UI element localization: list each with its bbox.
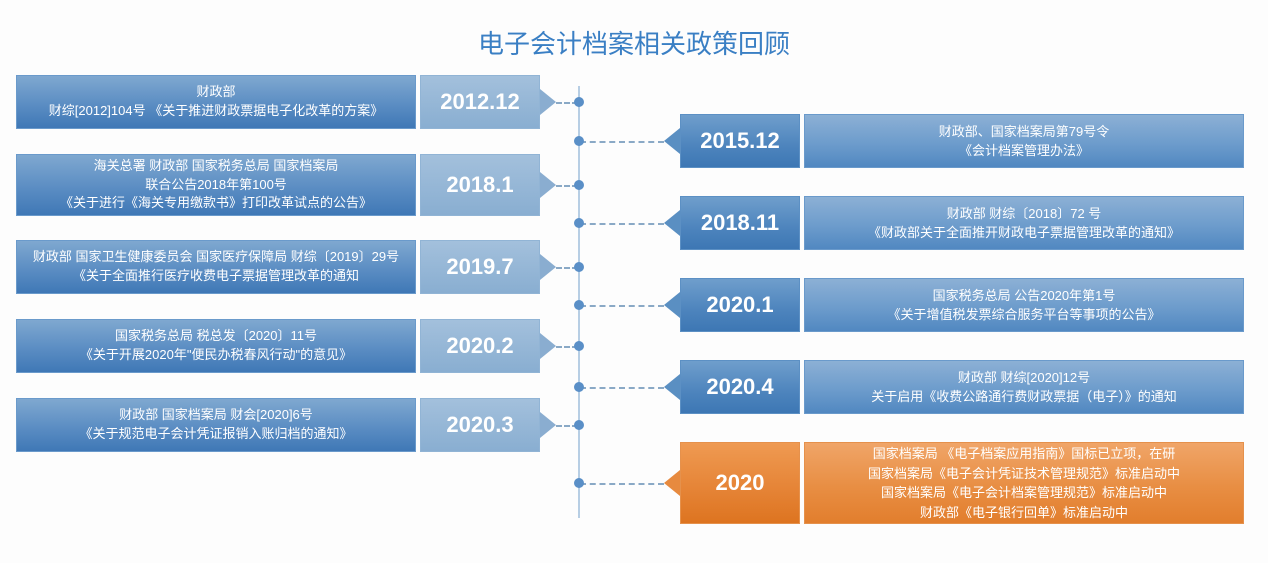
policy-line: 关于启用《收费公路通行费财政票据（电子）》的通知 (871, 387, 1177, 407)
left-pointer-icon (540, 172, 556, 198)
right-date-badge: 2018.11 (680, 196, 800, 250)
policy-line: 国家档案局《电子会计档案管理规范》标准启动中 (881, 483, 1167, 503)
policy-line: 《关于规范电子会计凭证报销入账归档的通知》 (79, 425, 352, 444)
right-pointer-icon (664, 128, 680, 154)
left-policy-card: 财政部财综[2012]104号 《关于推进财政票据电子化改革的方案》 (16, 75, 416, 129)
right-pointer-icon (664, 210, 680, 236)
right-policy-card: 国家税务总局 公告2020年第1号《关于增值税发票综合服务平台等事项的公告》 (804, 278, 1244, 332)
spine-dot (574, 341, 584, 351)
connector-dash (580, 141, 664, 143)
left-policy-text: 财政部财综[2012]104号 《关于推进财政票据电子化改革的方案》 (17, 76, 415, 128)
connector-dash (580, 387, 664, 389)
right-date-badge: 2015.12 (680, 114, 800, 168)
policy-line: 国家档案局 《电子档案应用指南》国标已立项，在研 (873, 444, 1176, 464)
connector-dash (580, 223, 664, 225)
left-pointer-icon (540, 333, 556, 359)
right-policy-text: 财政部、国家档案局第79号令《会计档案管理办法》 (805, 115, 1243, 167)
policy-line: 财政部 财综〔2018〕72 号 (947, 204, 1102, 224)
left-date-badge: 2020.2 (420, 319, 540, 373)
policy-line: 《会计档案管理办法》 (959, 141, 1089, 161)
connector-dash (580, 483, 664, 485)
policy-line: 财政部 国家档案局 财会[2020]6号 (119, 406, 313, 425)
right-policy-card: 财政部、国家档案局第79号令《会计档案管理办法》 (804, 114, 1244, 168)
left-policy-card: 海关总署 财政部 国家税务总局 国家档案局联合公告2018年第100号《关于进行… (16, 154, 416, 216)
spine-dot (574, 382, 584, 392)
policy-line: 《关于全面推行医疗收费电子票据管理改革的通知 (73, 267, 359, 286)
spine-dot (574, 420, 584, 430)
left-date-badge: 2018.1 (420, 154, 540, 216)
policy-line: 财政部 财综[2020]12号 (958, 368, 1090, 388)
policy-line: 《关于开展2020年"便民办税春风行动"的意见》 (80, 346, 352, 365)
policy-line: 财政部 国家卫生健康委员会 国家医疗保障局 财综〔2019〕29号 (33, 248, 399, 267)
left-policy-card: 财政部 国家档案局 财会[2020]6号《关于规范电子会计凭证报销入账归档的通知… (16, 398, 416, 452)
policy-line: 《财政部关于全面推开财政电子票据管理改革的通知》 (868, 223, 1180, 243)
connector-dash (580, 305, 664, 307)
right-pointer-icon (664, 292, 680, 318)
left-date-badge: 2012.12 (420, 75, 540, 129)
date-label: 2012.12 (440, 89, 520, 115)
right-pointer-icon (664, 374, 680, 400)
spine-dot (574, 97, 584, 107)
policy-line: 财政部《电子银行回单》标准启动中 (920, 503, 1128, 523)
policy-line: 《关于增值税发票综合服务平台等事项的公告》 (887, 305, 1160, 325)
date-label: 2018.11 (701, 210, 779, 236)
left-policy-text: 海关总署 财政部 国家税务总局 国家档案局联合公告2018年第100号《关于进行… (17, 155, 415, 215)
left-date-badge: 2019.7 (420, 240, 540, 294)
left-policy-card: 财政部 国家卫生健康委员会 国家医疗保障局 财综〔2019〕29号《关于全面推行… (16, 240, 416, 294)
date-label: 2019.7 (446, 254, 513, 280)
policy-line: 国家税务总局 公告2020年第1号 (933, 286, 1116, 306)
right-date-badge: 2020.4 (680, 360, 800, 414)
date-label: 2020.1 (706, 292, 773, 318)
spine-dot (574, 300, 584, 310)
date-label: 2020 (716, 470, 765, 496)
timeline-canvas: 电子会计档案相关政策回顾 财政部财综[2012]104号 《关于推进财政票据电子… (0, 0, 1268, 563)
right-policy-text: 国家税务总局 公告2020年第1号《关于增值税发票综合服务平台等事项的公告》 (805, 279, 1243, 331)
policy-line: 财政部 (196, 83, 235, 102)
policy-line: 财政部、国家档案局第79号令 (939, 122, 1109, 142)
spine-dot (574, 180, 584, 190)
spine-dot (574, 218, 584, 228)
right-policy-text: 财政部 财综[2020]12号关于启用《收费公路通行费财政票据（电子）》的通知 (805, 361, 1243, 413)
date-label: 2020.2 (446, 333, 513, 359)
right-policy-text: 财政部 财综〔2018〕72 号《财政部关于全面推开财政电子票据管理改革的通知》 (805, 197, 1243, 249)
right-pointer-icon (664, 470, 680, 496)
policy-line: 国家档案局《电子会计凭证技术管理规范》标准启动中 (868, 464, 1180, 484)
left-policy-card: 国家税务总局 税总发〔2020〕11号《关于开展2020年"便民办税春风行动"的… (16, 319, 416, 373)
right-policy-card: 财政部 财综[2020]12号关于启用《收费公路通行费财政票据（电子）》的通知 (804, 360, 1244, 414)
page-title: 电子会计档案相关政策回顾 (0, 24, 1268, 61)
left-date-badge: 2020.3 (420, 398, 540, 452)
policy-line: 海关总署 财政部 国家税务总局 国家档案局 (94, 157, 339, 176)
spine-dot (574, 478, 584, 488)
spine-dot (574, 136, 584, 146)
right-date-badge: 2020.1 (680, 278, 800, 332)
left-policy-text: 国家税务总局 税总发〔2020〕11号《关于开展2020年"便民办税春风行动"的… (17, 320, 415, 372)
date-label: 2015.12 (700, 128, 780, 154)
left-pointer-icon (540, 412, 556, 438)
left-pointer-icon (540, 89, 556, 115)
policy-line: 联合公告2018年第100号 (145, 176, 287, 195)
left-pointer-icon (540, 254, 556, 280)
right-date-badge: 2020 (680, 442, 800, 524)
left-policy-text: 财政部 国家档案局 财会[2020]6号《关于规范电子会计凭证报销入账归档的通知… (17, 399, 415, 451)
right-policy-card: 国家档案局 《电子档案应用指南》国标已立项，在研国家档案局《电子会计凭证技术管理… (804, 442, 1244, 524)
date-label: 2020.3 (446, 412, 513, 438)
right-policy-card: 财政部 财综〔2018〕72 号《财政部关于全面推开财政电子票据管理改革的通知》 (804, 196, 1244, 250)
right-policy-text: 国家档案局 《电子档案应用指南》国标已立项，在研国家档案局《电子会计凭证技术管理… (805, 443, 1243, 523)
policy-line: 《关于进行《海关专用缴款书》打印改革试点的公告》 (60, 194, 372, 213)
spine-dot (574, 262, 584, 272)
date-label: 2020.4 (706, 374, 773, 400)
policy-line: 财综[2012]104号 《关于推进财政票据电子化改革的方案》 (49, 102, 383, 121)
left-policy-text: 财政部 国家卫生健康委员会 国家医疗保障局 财综〔2019〕29号《关于全面推行… (17, 241, 415, 293)
date-label: 2018.1 (446, 172, 513, 198)
policy-line: 国家税务总局 税总发〔2020〕11号 (115, 327, 317, 346)
